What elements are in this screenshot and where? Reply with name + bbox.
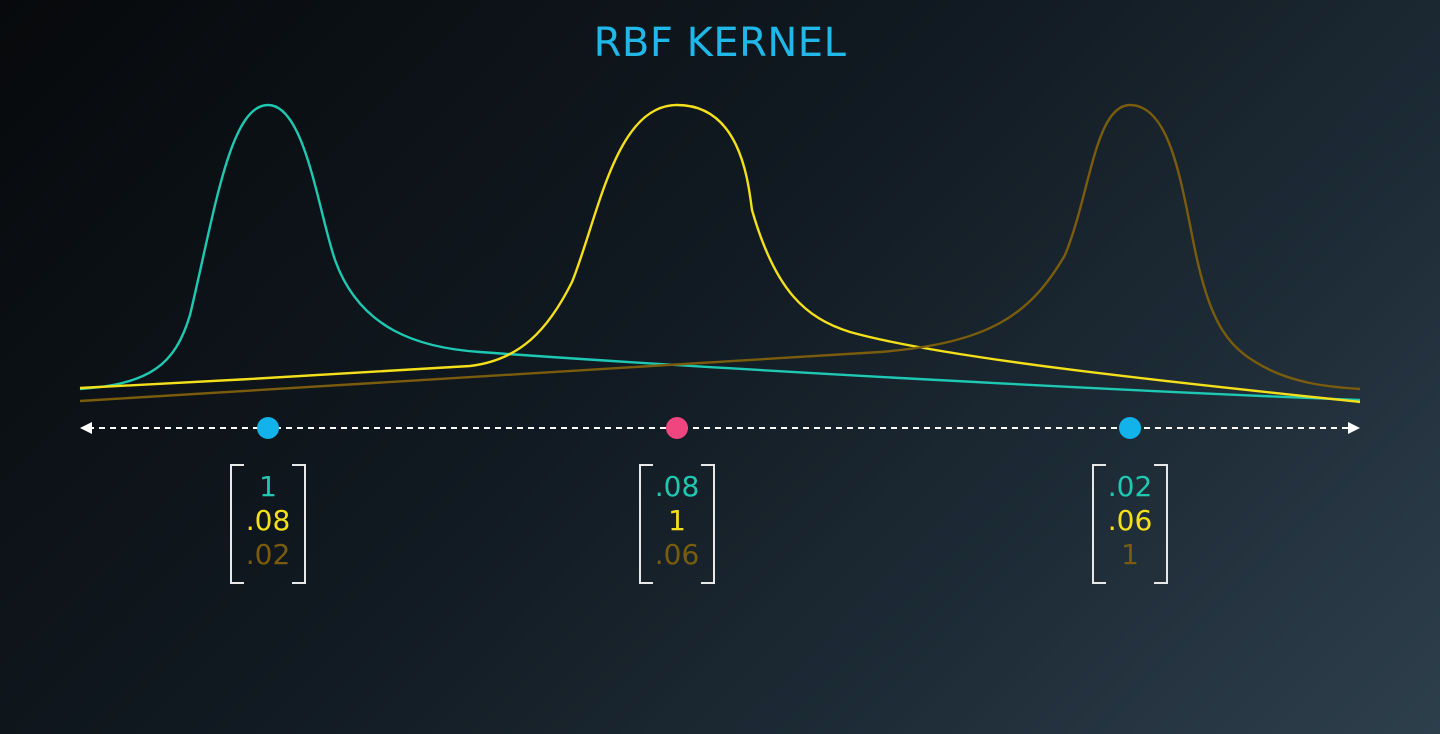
vector-values: .02 .06 1 bbox=[1092, 470, 1168, 572]
vector-value-teal: .02 bbox=[1107, 470, 1153, 503]
axis-arrow-right-icon bbox=[1348, 422, 1360, 434]
point-left bbox=[257, 417, 279, 439]
bracket-right bbox=[292, 464, 306, 584]
point-middle bbox=[666, 417, 688, 439]
point-right bbox=[1119, 417, 1141, 439]
kernel-yellow-curve bbox=[79, 103, 1361, 404]
vector-value-brown: 1 bbox=[1121, 538, 1139, 571]
vector-values: .08 1 .06 bbox=[639, 470, 715, 572]
vector-value-yellow: .08 bbox=[245, 504, 291, 537]
vector-value-brown: .02 bbox=[245, 538, 291, 571]
vector-value-yellow: .06 bbox=[1107, 504, 1153, 537]
feature-vector-middle: .08 1 .06 bbox=[639, 464, 715, 584]
axis-line bbox=[80, 422, 1360, 434]
bracket-right bbox=[701, 464, 715, 584]
data-points bbox=[257, 417, 1141, 439]
bracket-left bbox=[1092, 464, 1106, 584]
bracket-left bbox=[230, 464, 244, 584]
vector-value-teal: 1 bbox=[259, 470, 277, 503]
bracket-right bbox=[1154, 464, 1168, 584]
feature-vector-right: .02 .06 1 bbox=[1092, 464, 1168, 584]
kernel-teal-curve bbox=[79, 103, 1361, 402]
vector-value-teal: .08 bbox=[654, 470, 700, 503]
feature-vector-left: 1 .08 .02 bbox=[230, 464, 306, 584]
kernel-brown-curve bbox=[79, 103, 1361, 403]
axis-arrow-left-icon bbox=[80, 422, 92, 434]
vector-values: 1 .08 .02 bbox=[230, 470, 306, 572]
kernel-curves bbox=[79, 103, 1361, 404]
vector-value-brown: .06 bbox=[654, 538, 700, 571]
vector-value-yellow: 1 bbox=[668, 504, 686, 537]
bracket-left bbox=[639, 464, 653, 584]
page-title: RBF KERNEL bbox=[593, 20, 847, 66]
